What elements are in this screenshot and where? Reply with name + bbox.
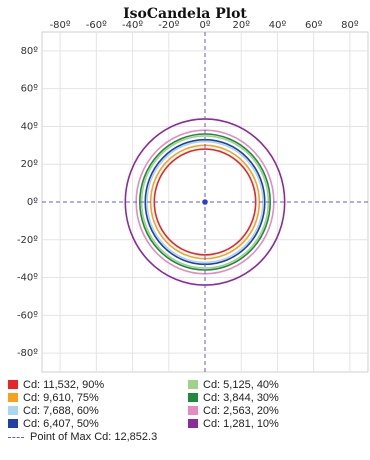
y-tick-label: 40º xyxy=(21,121,39,132)
legend-label: Point of Max Cd: 12,852.3 xyxy=(30,431,158,443)
dashed-line-swatch xyxy=(8,436,24,438)
y-tick-label: 60º xyxy=(21,84,39,95)
y-tick-label: -20º xyxy=(17,235,38,246)
legend-label: Cd: 1,281, 10% xyxy=(203,417,279,430)
legend-swatch xyxy=(8,419,18,428)
x-tick-label: 20º xyxy=(233,20,251,31)
x-tick-label: -80º xyxy=(50,20,71,31)
y-tick-label: 80º xyxy=(21,46,39,57)
legend-item-50: Cd: 6,407, 50% xyxy=(8,417,182,430)
legend-label: Cd: 11,532, 90% xyxy=(23,378,105,391)
legend-item-75: Cd: 9,610, 75% xyxy=(8,391,182,404)
x-tick-label: -60º xyxy=(86,20,107,31)
legend-label: Cd: 2,563, 20% xyxy=(203,404,279,417)
y-tick-label: -80º xyxy=(17,348,38,359)
x-tick-label: 0º xyxy=(199,20,210,31)
legend-item-max-point: Point of Max Cd: 12,852.3 xyxy=(8,430,362,444)
legend-item-30: Cd: 3,844, 30% xyxy=(188,391,362,404)
legend-item-10: Cd: 1,281, 10% xyxy=(188,417,362,430)
legend-label: Cd: 5,125, 40% xyxy=(203,378,279,391)
legend-grid: Cd: 11,532, 90% Cd: 5,125, 40% Cd: 9,610… xyxy=(8,378,362,430)
max-point-marker xyxy=(202,199,208,205)
legend: Cd: 11,532, 90% Cd: 5,125, 40% Cd: 9,610… xyxy=(8,378,362,444)
legend-item-40: Cd: 5,125, 40% xyxy=(188,378,362,391)
isocandela-plot: -80º -60º -40º -20º 0º 20º 40º 60º 80º 80º 60º 40º 2… xyxy=(17,20,369,373)
legend-swatch xyxy=(188,406,198,415)
x-tick-label: 60º xyxy=(305,20,323,31)
legend-swatch xyxy=(188,380,198,389)
legend-item-60: Cd: 7,688, 60% xyxy=(8,404,182,417)
x-tick-label: 40º xyxy=(269,20,287,31)
y-tick-label: -40º xyxy=(17,273,38,284)
y-tick-label: -60º xyxy=(17,310,38,321)
chart-title: IsoCandela Plot xyxy=(123,6,247,22)
legend-label: Cd: 6,407, 50% xyxy=(23,417,99,430)
legend-label: Cd: 7,688, 60% xyxy=(23,404,99,417)
legend-swatch xyxy=(188,419,198,428)
legend-swatch xyxy=(8,380,18,389)
legend-label: Cd: 9,610, 75% xyxy=(23,391,99,404)
legend-swatch xyxy=(188,393,198,402)
legend-swatch xyxy=(8,393,18,402)
legend-label: Cd: 3,844, 30% xyxy=(203,391,279,404)
legend-swatch xyxy=(8,406,18,415)
x-tick-label: -20º xyxy=(158,20,179,31)
x-tick-label: 80º xyxy=(341,20,359,31)
y-tick-label: 20º xyxy=(21,159,39,170)
legend-item-20: Cd: 2,563, 20% xyxy=(188,404,362,417)
y-tick-label: 0º xyxy=(27,197,38,208)
x-tick-label: -40º xyxy=(122,20,143,31)
legend-item-90: Cd: 11,532, 90% xyxy=(8,378,182,391)
